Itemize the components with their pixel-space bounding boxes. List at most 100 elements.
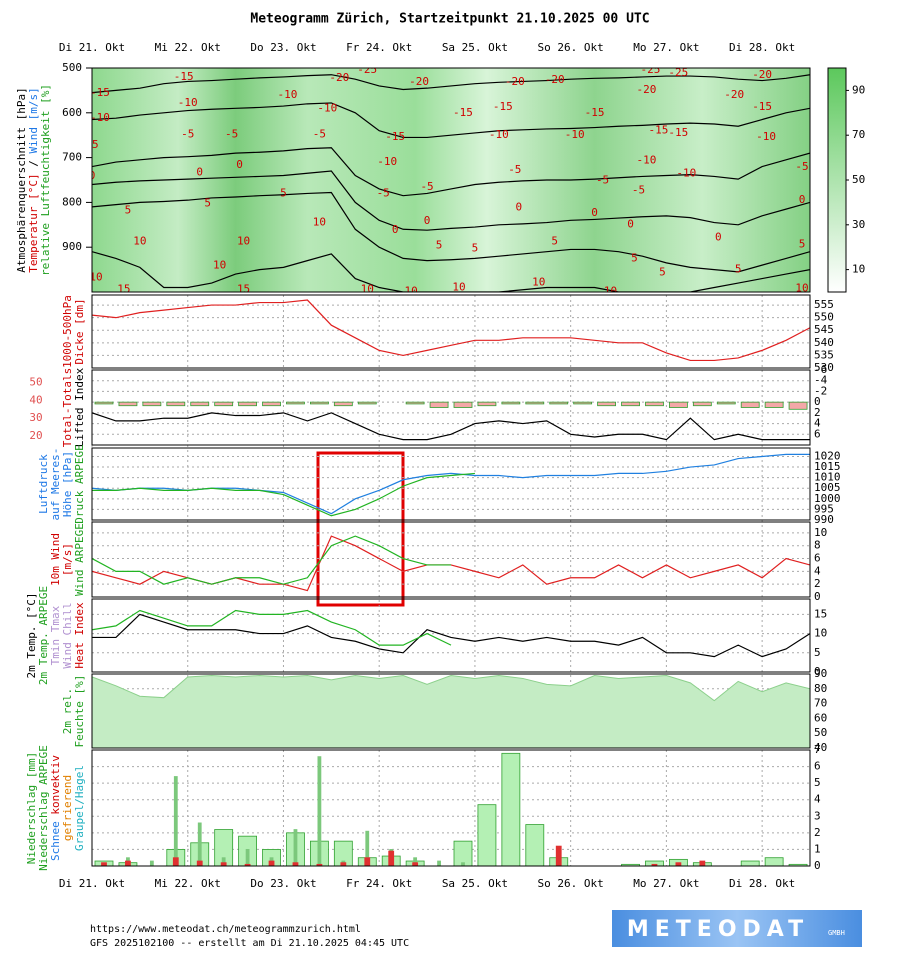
temperature-label: -10 bbox=[278, 88, 298, 101]
y-tick-label: 995 bbox=[814, 502, 834, 515]
bar bbox=[238, 401, 258, 407]
panel-title: Wind ARPEGE bbox=[73, 523, 86, 596]
bar bbox=[364, 857, 371, 866]
logo-suffix: GMBH bbox=[828, 929, 845, 937]
bar bbox=[740, 401, 760, 408]
y-tick-label: 2 bbox=[814, 826, 821, 839]
temperature-label: -20 bbox=[724, 88, 744, 101]
bar bbox=[286, 401, 305, 405]
temperature-label: -20 bbox=[505, 75, 525, 88]
temperature-label: -10 bbox=[637, 153, 657, 166]
y-tick-label: -2 bbox=[814, 384, 827, 397]
y2-tick-label: 50 bbox=[29, 376, 42, 389]
temperature-label: 5 bbox=[125, 203, 132, 216]
colorbar-label: 30 bbox=[852, 218, 865, 231]
bar bbox=[340, 862, 347, 866]
panel-title: gefrierend bbox=[61, 775, 74, 841]
line bbox=[92, 535, 810, 592]
chart-title: Meteogramm Zürich, Startzeitpunkt 21.10.… bbox=[250, 12, 649, 27]
temperature-label: 0 bbox=[799, 193, 806, 206]
bar bbox=[692, 401, 712, 407]
x-tick-label-top: Di 28. Okt bbox=[729, 41, 795, 54]
temperature-label: -20 bbox=[637, 83, 657, 96]
y-tick-label: 1015 bbox=[814, 460, 841, 473]
panel-frame bbox=[91, 447, 811, 521]
x-tick-label-bottom: Sa 25. Okt bbox=[442, 877, 508, 890]
bar bbox=[645, 401, 664, 407]
y-tick-label: 8 bbox=[814, 539, 821, 552]
bar bbox=[221, 857, 226, 866]
bar bbox=[413, 857, 418, 866]
temperature-label: -5 bbox=[596, 173, 609, 186]
temperature-label: -5 bbox=[313, 127, 326, 140]
y-tick-label: 540 bbox=[814, 336, 834, 349]
area bbox=[92, 674, 810, 748]
y-tick-label: 0 bbox=[814, 665, 821, 678]
panel-title: Niederschlag ARPEGE bbox=[37, 745, 50, 871]
x-tick-label-bottom: Fr 24. Okt bbox=[346, 877, 412, 890]
temperature-label: -15 bbox=[585, 106, 605, 119]
y-tick-label: 5 bbox=[814, 776, 821, 789]
panel-frame bbox=[91, 369, 811, 446]
logo-box bbox=[612, 910, 862, 947]
panel-title-part: Niederschlag ARPEGE bbox=[37, 745, 50, 871]
panel-title-part: Druck ARPEGE bbox=[73, 444, 86, 523]
temperature-label: -5 bbox=[181, 127, 194, 140]
bar bbox=[437, 860, 441, 866]
y-tick-label: 1010 bbox=[814, 471, 841, 484]
temperature-label: 15 bbox=[237, 282, 250, 295]
y-tick-label: 530 bbox=[814, 361, 834, 374]
line bbox=[92, 299, 810, 362]
x-tick-label-top: Mo 27. Okt bbox=[633, 41, 699, 54]
x-tick-label-top: Fr 24. Okt bbox=[346, 41, 412, 54]
temperature-label: -25 bbox=[357, 63, 377, 76]
temperature-label: -20 bbox=[409, 75, 429, 88]
bar bbox=[788, 401, 808, 410]
temperature-label: -5 bbox=[632, 183, 645, 196]
bar bbox=[501, 752, 521, 866]
panel-title: Wind Chill bbox=[61, 602, 74, 668]
colorbar-label: 70 bbox=[852, 128, 865, 141]
y-tick-label: 6 bbox=[814, 760, 821, 773]
temperature-label: 5 bbox=[436, 238, 443, 251]
temperature-label: 10 bbox=[604, 285, 617, 298]
bar bbox=[293, 829, 298, 866]
y-tick-label: 535 bbox=[814, 348, 834, 361]
y-tick-label: 1 bbox=[814, 842, 821, 855]
panel-frame bbox=[91, 598, 811, 673]
panel-title: Graupel/Hagel bbox=[73, 765, 86, 851]
temperature-label: -5 bbox=[420, 180, 433, 193]
temperature-label: 0 bbox=[715, 230, 722, 243]
panel-title: Luftdruck bbox=[37, 454, 50, 514]
x-tick-label-bottom: Do 23. Okt bbox=[250, 877, 316, 890]
temperature-label: 10 bbox=[452, 281, 465, 294]
y-tick-label: 800 bbox=[62, 195, 82, 208]
y-tick-label: 4 bbox=[814, 793, 821, 806]
panel-title: Dicke [dm] bbox=[73, 298, 86, 364]
y2-tick-label: 20 bbox=[29, 429, 42, 442]
temperature-label: -15 bbox=[453, 106, 473, 119]
bar bbox=[214, 401, 234, 407]
x-tick-label-top: Sa 25. Okt bbox=[442, 41, 508, 54]
bar bbox=[405, 401, 425, 405]
temperature-label: -25 bbox=[668, 66, 688, 79]
colorbar-label: 50 bbox=[852, 173, 865, 186]
panel-title-part: relative Luftfeuchtigkeit [%] bbox=[39, 84, 52, 276]
y-tick-label: 2 bbox=[814, 577, 821, 590]
line bbox=[92, 453, 810, 515]
bar bbox=[245, 849, 250, 866]
panel-title-part: Dicke [dm] bbox=[73, 298, 86, 364]
panel-title: relative Luftfeuchtigkeit [%] bbox=[39, 84, 52, 276]
bar bbox=[388, 850, 395, 866]
y-tick-label: 40 bbox=[814, 741, 827, 754]
panel-title: Temperatur [°C] / Wind [m/s] bbox=[27, 87, 40, 272]
x-tick-label-top: So 26. Okt bbox=[538, 41, 604, 54]
temperature-label: 0 bbox=[627, 217, 634, 230]
panel-title-part: Luftdruck bbox=[37, 454, 50, 514]
bar bbox=[573, 401, 593, 405]
temperature-label: 5 bbox=[631, 251, 638, 264]
temperature-label: -15 bbox=[668, 126, 688, 139]
panel-title-part: Lifted Index bbox=[73, 367, 86, 447]
bar bbox=[309, 401, 329, 405]
